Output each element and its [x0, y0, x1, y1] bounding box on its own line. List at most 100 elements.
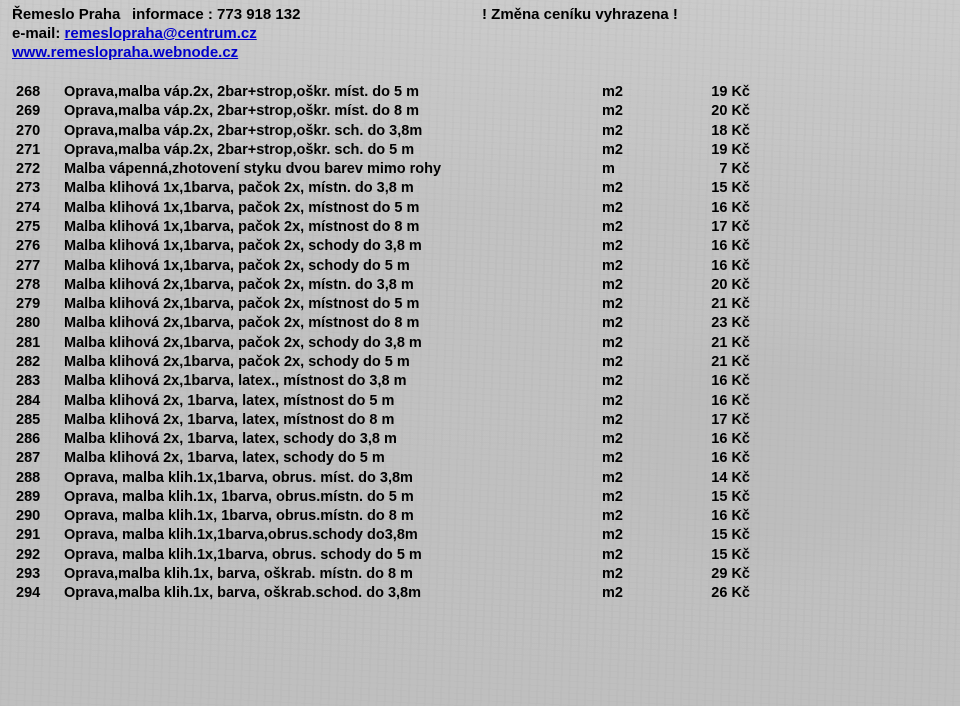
phone-info: informace : 773 918 132 [132, 6, 432, 23]
table-row: 278Malba klihová 2x,1barva, pačok 2x, mí… [12, 276, 754, 295]
row-price: 21 Kč [656, 334, 754, 353]
row-price: 23 Kč [656, 314, 754, 333]
row-number: 293 [12, 565, 60, 584]
table-row: 284Malba klihová 2x, 1barva, latex, míst… [12, 392, 754, 411]
row-unit: m2 [598, 257, 656, 276]
table-row: 286Malba klihová 2x, 1barva, latex, scho… [12, 430, 754, 449]
row-description: Malba klihová 2x, 1barva, latex, místnos… [60, 411, 598, 430]
row-description: Oprava,malba váp.2x, 2bar+strop,oškr. sc… [60, 141, 598, 160]
row-price: 16 Kč [656, 237, 754, 256]
row-number: 279 [12, 295, 60, 314]
row-unit: m2 [598, 295, 656, 314]
row-unit: m2 [598, 546, 656, 565]
row-unit: m2 [598, 430, 656, 449]
row-price: 17 Kč [656, 411, 754, 430]
table-row: 281Malba klihová 2x,1barva, pačok 2x, sc… [12, 334, 754, 353]
row-number: 288 [12, 469, 60, 488]
row-price: 17 Kč [656, 218, 754, 237]
row-description: Malba klihová 1x,1barva, pačok 2x, místn… [60, 199, 598, 218]
row-description: Oprava,malba klih.1x, barva, oškrab. mís… [60, 565, 598, 584]
row-description: Malba vápenná,zhotovení styku dvou barev… [60, 160, 598, 179]
row-description: Oprava,malba klih.1x, barva, oškrab.scho… [60, 584, 598, 603]
row-price: 16 Kč [656, 430, 754, 449]
table-row: 277Malba klihová 1x,1barva, pačok 2x, sc… [12, 257, 754, 276]
row-price: 16 Kč [656, 372, 754, 391]
row-price: 16 Kč [656, 257, 754, 276]
price-table: 268Oprava,malba váp.2x, 2bar+strop,oškr.… [12, 83, 754, 604]
header: Řemeslo Praha informace : 773 918 132 ! … [12, 6, 948, 23]
row-unit: m2 [598, 218, 656, 237]
email-label: e-mail: [12, 25, 65, 42]
table-row: 291Oprava, malba klih.1x,1barva,obrus.sc… [12, 526, 754, 545]
table-row: 287Malba klihová 2x, 1barva, latex, scho… [12, 449, 754, 468]
row-price: 16 Kč [656, 449, 754, 468]
spacer [12, 61, 948, 83]
row-description: Oprava,malba váp.2x, 2bar+strop,oškr. sc… [60, 122, 598, 141]
website-link[interactable]: www.remeslopraha.webnode.cz [12, 44, 238, 61]
row-number: 284 [12, 392, 60, 411]
row-description: Malba klihová 2x, 1barva, latex, schody … [60, 430, 598, 449]
row-number: 285 [12, 411, 60, 430]
row-unit: m2 [598, 141, 656, 160]
row-unit: m2 [598, 392, 656, 411]
row-unit: m2 [598, 122, 656, 141]
table-row: 282Malba klihová 2x,1barva, pačok 2x, sc… [12, 353, 754, 372]
table-row: 273Malba klihová 1x,1barva, pačok 2x, mí… [12, 179, 754, 198]
email-link[interactable]: remeslopraha@centrum.cz [65, 25, 257, 42]
row-description: Oprava, malba klih.1x, 1barva, obrus.mís… [60, 488, 598, 507]
row-number: 275 [12, 218, 60, 237]
row-unit: m2 [598, 179, 656, 198]
row-price: 21 Kč [656, 353, 754, 372]
row-price: 19 Kč [656, 83, 754, 102]
table-row: 270Oprava,malba váp.2x, 2bar+strop,oškr.… [12, 122, 754, 141]
row-number: 271 [12, 141, 60, 160]
row-description: Oprava, malba klih.1x,1barva, obrus. sch… [60, 546, 598, 565]
page-content: Řemeslo Praha informace : 773 918 132 ! … [0, 0, 960, 610]
row-unit: m2 [598, 507, 656, 526]
table-row: 269Oprava,malba váp.2x, 2bar+strop,oškr.… [12, 102, 754, 121]
row-description: Oprava, malba klih.1x, 1barva, obrus.mís… [60, 507, 598, 526]
row-price: 15 Kč [656, 488, 754, 507]
row-price: 26 Kč [656, 584, 754, 603]
row-number: 294 [12, 584, 60, 603]
table-row: 274Malba klihová 1x,1barva, pačok 2x, mí… [12, 199, 754, 218]
row-number: 277 [12, 257, 60, 276]
row-unit: m2 [598, 565, 656, 584]
row-price: 16 Kč [656, 199, 754, 218]
row-number: 278 [12, 276, 60, 295]
table-row: 276Malba klihová 1x,1barva, pačok 2x, sc… [12, 237, 754, 256]
web-line: www.remeslopraha.webnode.cz [12, 44, 948, 61]
row-description: Malba klihová 1x,1barva, pačok 2x, místn… [60, 179, 598, 198]
row-description: Malba klihová 1x,1barva, pačok 2x, schod… [60, 257, 598, 276]
table-row: 294Oprava,malba klih.1x, barva, oškrab.s… [12, 584, 754, 603]
row-number: 272 [12, 160, 60, 179]
row-number: 274 [12, 199, 60, 218]
table-row: 275Malba klihová 1x,1barva, pačok 2x, mí… [12, 218, 754, 237]
row-number: 270 [12, 122, 60, 141]
table-row: 290Oprava, malba klih.1x, 1barva, obrus.… [12, 507, 754, 526]
row-unit: m2 [598, 276, 656, 295]
row-unit: m2 [598, 314, 656, 333]
row-price: 14 Kč [656, 469, 754, 488]
table-row: 293Oprava,malba klih.1x, barva, oškrab. … [12, 565, 754, 584]
row-number: 280 [12, 314, 60, 333]
row-description: Oprava,malba váp.2x, 2bar+strop,oškr. mí… [60, 102, 598, 121]
row-number: 276 [12, 237, 60, 256]
table-row: 280Malba klihová 2x,1barva, pačok 2x, mí… [12, 314, 754, 333]
row-price: 15 Kč [656, 526, 754, 545]
row-unit: m2 [598, 83, 656, 102]
row-description: Malba klihová 2x,1barva, latex., místnos… [60, 372, 598, 391]
row-unit: m2 [598, 469, 656, 488]
row-description: Malba klihová 2x,1barva, pačok 2x, schod… [60, 353, 598, 372]
row-unit: m2 [598, 526, 656, 545]
row-description: Oprava, malba klih.1x,1barva,obrus.schod… [60, 526, 598, 545]
row-unit: m2 [598, 372, 656, 391]
row-description: Malba klihová 1x,1barva, pačok 2x, schod… [60, 237, 598, 256]
row-price: 20 Kč [656, 102, 754, 121]
table-row: 289Oprava, malba klih.1x, 1barva, obrus.… [12, 488, 754, 507]
row-number: 282 [12, 353, 60, 372]
row-unit: m [598, 160, 656, 179]
row-number: 268 [12, 83, 60, 102]
notice-text: ! Změna ceníku vyhrazena ! [432, 6, 948, 23]
table-row: 279Malba klihová 2x,1barva, pačok 2x, mí… [12, 295, 754, 314]
